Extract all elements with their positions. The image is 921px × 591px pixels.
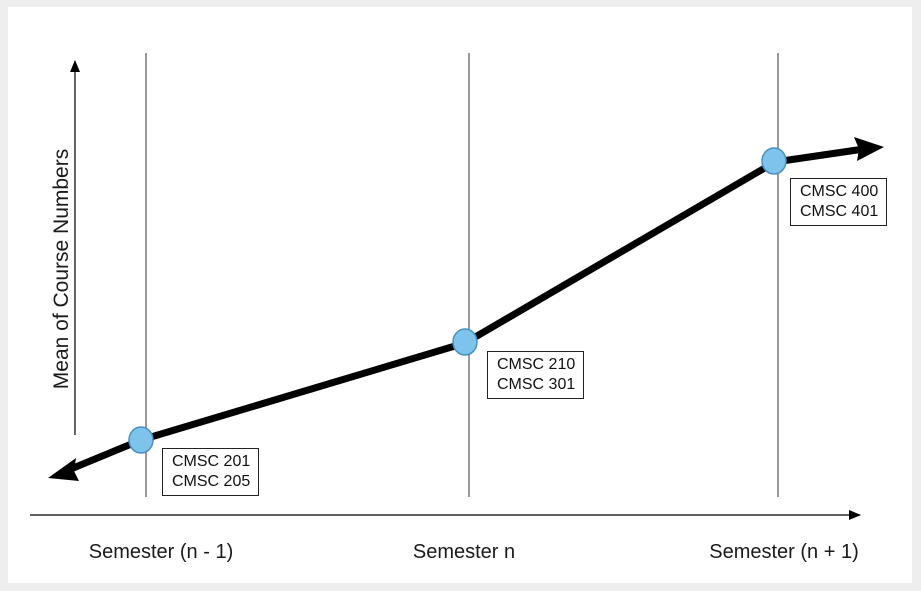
trend-arrow-right	[854, 137, 884, 161]
semester-node-2	[452, 328, 478, 356]
course-box-prev: CMSC 201 CMSC 205	[162, 448, 260, 496]
course-box-current: CMSC 210 CMSC 301	[487, 351, 585, 399]
trend-arrow-left	[48, 458, 79, 481]
course-label: CMSC 401	[800, 203, 879, 220]
semester-label-current: Semester n	[413, 541, 515, 563]
semester-label-prev: Semester (n - 1)	[89, 541, 233, 563]
diagram-canvas: Mean of Course Numbers Semester (n - 1) …	[8, 7, 912, 583]
course-label: CMSC 201	[172, 453, 251, 470]
course-label: CMSC 205	[172, 473, 251, 490]
semester-label-next: Semester (n + 1)	[709, 541, 859, 563]
diagram-svg: Mean of Course Numbers Semester (n - 1) …	[30, 53, 884, 563]
semester-node-3	[761, 147, 787, 175]
course-label: CMSC 210	[497, 356, 576, 373]
course-label: CMSC 400	[800, 183, 879, 200]
y-axis-title: Mean of Course Numbers	[50, 149, 73, 389]
course-label: CMSC 301	[497, 376, 576, 393]
trend-line	[48, 137, 884, 481]
course-box-next: CMSC 400 CMSC 401	[790, 178, 888, 226]
semester-node-1	[128, 426, 154, 454]
